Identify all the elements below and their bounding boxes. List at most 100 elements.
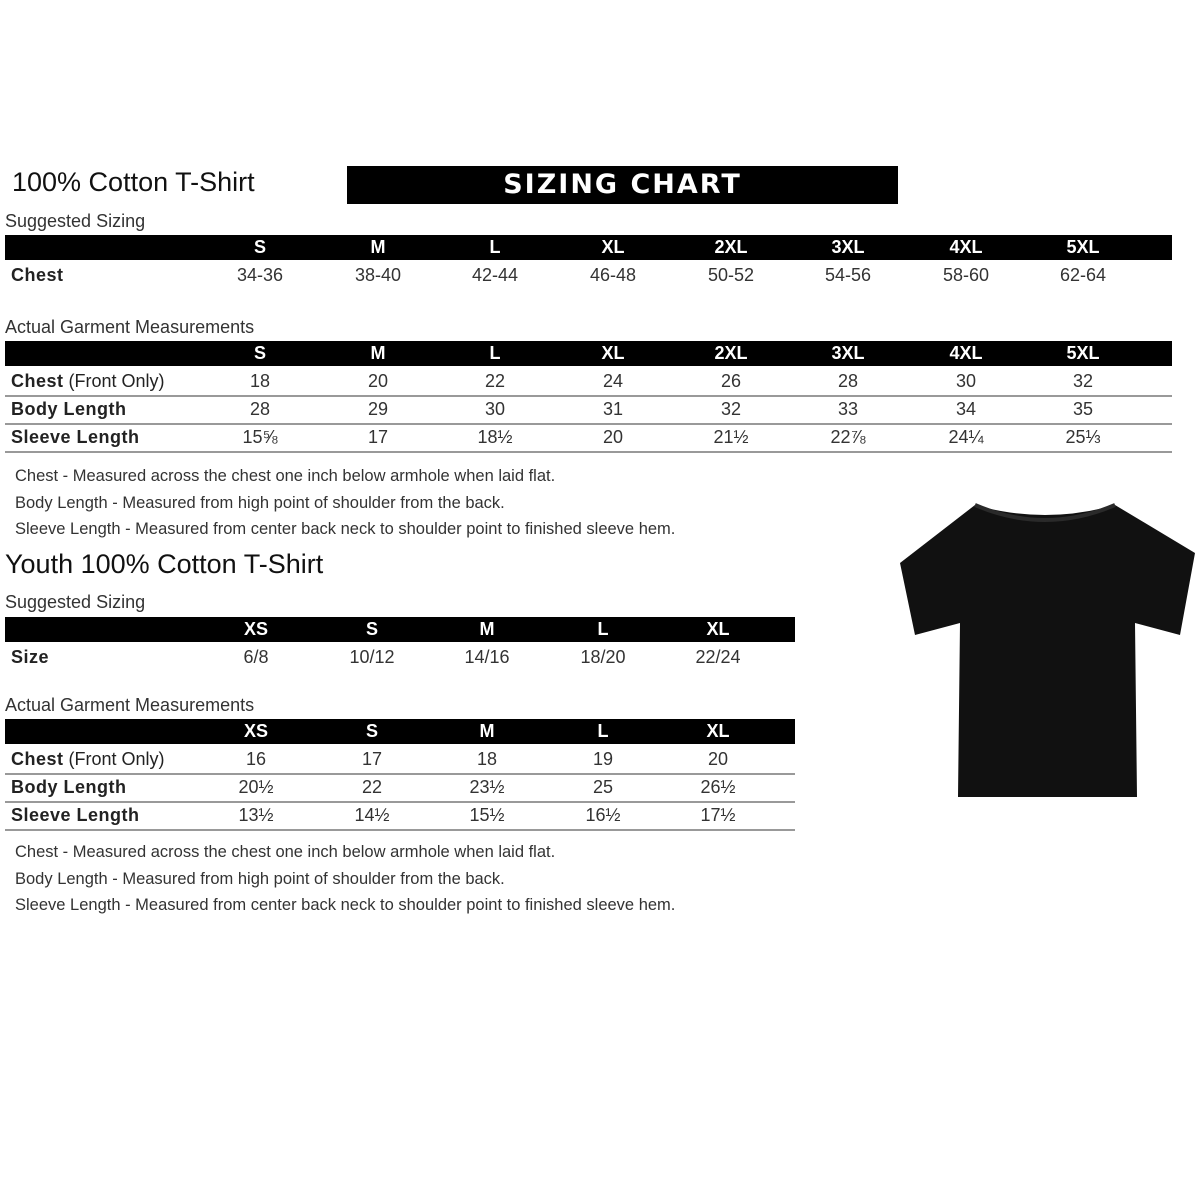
size-header-cell: XL: [706, 721, 730, 741]
row-label: Body Length: [11, 395, 127, 423]
table-cell: 24¼: [948, 427, 984, 447]
row-divider: [5, 801, 795, 803]
table-cell: 26½: [700, 777, 736, 797]
table-cell: 28: [837, 371, 859, 391]
size-header-cell: XL: [601, 343, 625, 363]
table-cell: 42-44: [471, 265, 519, 285]
table-cell: 34-36: [236, 265, 284, 285]
table-cell: 13½: [238, 805, 274, 825]
size-header-row: XS S M L XL: [5, 617, 795, 642]
row-label-main: Chest: [11, 265, 64, 285]
size-header-cell: L: [489, 343, 501, 363]
table-cell: 20: [367, 371, 389, 391]
adult-title: 100% Cotton T-Shirt: [12, 167, 255, 197]
table-cell: 6/8: [243, 647, 269, 667]
size-header-cell: L: [597, 721, 609, 741]
table-cell: 35: [1072, 399, 1094, 419]
table-row: Body Length 28 29 30 31 32 33 34 35: [0, 395, 1172, 423]
size-header-cell: S: [253, 343, 266, 363]
measurement-note: Chest - Measured across the chest one in…: [15, 843, 556, 861]
table-cell: 28: [249, 399, 271, 419]
size-header-cell: 2XL: [714, 237, 748, 257]
size-header-cell: XS: [243, 721, 268, 741]
adult-suggested-label: Suggested Sizing: [5, 211, 146, 231]
table-cell: 15⅝: [242, 427, 278, 447]
table-cell: 17: [361, 749, 383, 769]
row-label: Size: [11, 643, 49, 671]
table-row: Sleeve Length 15⅝ 17 18½ 20 21½ 22⅞ 24¼ 25⅓: [0, 423, 1172, 451]
size-header-cell: 4XL: [949, 343, 983, 363]
table-row: Chest (Front Only) 18 20 22 24 26 28 30 32: [0, 367, 1172, 395]
table-cell: 33: [837, 399, 859, 419]
table-cell: 22⅞: [830, 427, 866, 447]
row-label-main: Chest: [11, 371, 64, 391]
youth-actual-label: Actual Garment Measurements: [5, 695, 255, 715]
table-cell: 62-64: [1059, 265, 1107, 285]
table-cell: 22/24: [695, 647, 741, 667]
row-divider: [5, 829, 795, 831]
table-cell: 18/20: [580, 647, 626, 667]
row-label: Chest: [11, 261, 64, 289]
youth-title: Youth 100% Cotton T-Shirt: [5, 549, 324, 579]
measurement-note: Chest - Measured across the chest one in…: [15, 467, 556, 485]
row-label: Chest (Front Only): [11, 367, 165, 395]
size-header-cell: M: [370, 237, 386, 257]
table-cell: 34: [955, 399, 977, 419]
table-cell: 20: [707, 749, 729, 769]
size-header-cell: M: [370, 343, 386, 363]
adult-actual-label: Actual Garment Measurements: [5, 317, 255, 337]
table-cell: 23½: [469, 777, 505, 797]
table-cell: 18½: [477, 427, 513, 447]
table-cell: 16½: [585, 805, 621, 825]
row-label: Sleeve Length: [11, 423, 140, 451]
row-divider: [5, 423, 1172, 425]
size-header-cell: M: [479, 619, 495, 639]
table-cell: 10/12: [349, 647, 395, 667]
table-cell: 29: [367, 399, 389, 419]
table-cell: 22: [361, 777, 383, 797]
size-header-cell: XS: [243, 619, 268, 639]
size-header-row: S M L XL 2XL 3XL 4XL 5XL: [5, 341, 1172, 366]
table-cell: 38-40: [354, 265, 402, 285]
table-cell: 58-60: [942, 265, 990, 285]
table-cell: 26: [720, 371, 742, 391]
youth-suggested-label: Suggested Sizing: [5, 592, 146, 612]
measurement-note: Sleeve Length - Measured from center bac…: [15, 896, 676, 914]
size-header-cell: 3XL: [831, 237, 865, 257]
table-row: Body Length 20½ 22 23½ 25 26½: [0, 773, 795, 801]
table-cell: 20: [602, 427, 624, 447]
table-cell: 17: [367, 427, 389, 447]
table-cell: 14/16: [464, 647, 510, 667]
size-header-cell: 3XL: [831, 343, 865, 363]
row-label-suffix: (Front Only): [63, 371, 165, 391]
table-cell: 50-52: [707, 265, 755, 285]
size-header-row: S M L XL 2XL 3XL 4XL 5XL: [5, 235, 1172, 260]
table-cell: 25: [592, 777, 614, 797]
table-cell: 20½: [238, 777, 274, 797]
measurement-note: Sleeve Length - Measured from center bac…: [15, 520, 676, 538]
row-divider: [5, 773, 795, 775]
table-cell: 31: [602, 399, 624, 419]
size-header-cell: 4XL: [949, 237, 983, 257]
table-cell: 18: [476, 749, 498, 769]
size-header-cell: L: [489, 237, 501, 257]
row-label-main: Sleeve Length: [11, 427, 140, 447]
size-header-cell: 5XL: [1066, 343, 1100, 363]
table-cell: 25⅓: [1065, 427, 1101, 447]
size-header-cell: S: [365, 619, 378, 639]
table-cell: 30: [484, 399, 506, 419]
size-header-cell: L: [597, 619, 609, 639]
size-header-cell: XL: [706, 619, 730, 639]
row-label-main: Sleeve Length: [11, 805, 140, 825]
size-header-cell: M: [479, 721, 495, 741]
size-header-cell: XL: [601, 237, 625, 257]
row-label-suffix: (Front Only): [63, 749, 165, 769]
size-header-cell: 2XL: [714, 343, 748, 363]
table-cell: 46-48: [589, 265, 637, 285]
measurement-note: Body Length - Measured from high point o…: [15, 493, 505, 512]
size-header-row: XS S M L XL: [5, 719, 795, 744]
table-row: Sleeve Length 13½ 14½ 15½ 16½ 17½: [0, 801, 795, 829]
table-cell: 22: [484, 371, 506, 391]
row-label-main: Chest: [11, 749, 64, 769]
